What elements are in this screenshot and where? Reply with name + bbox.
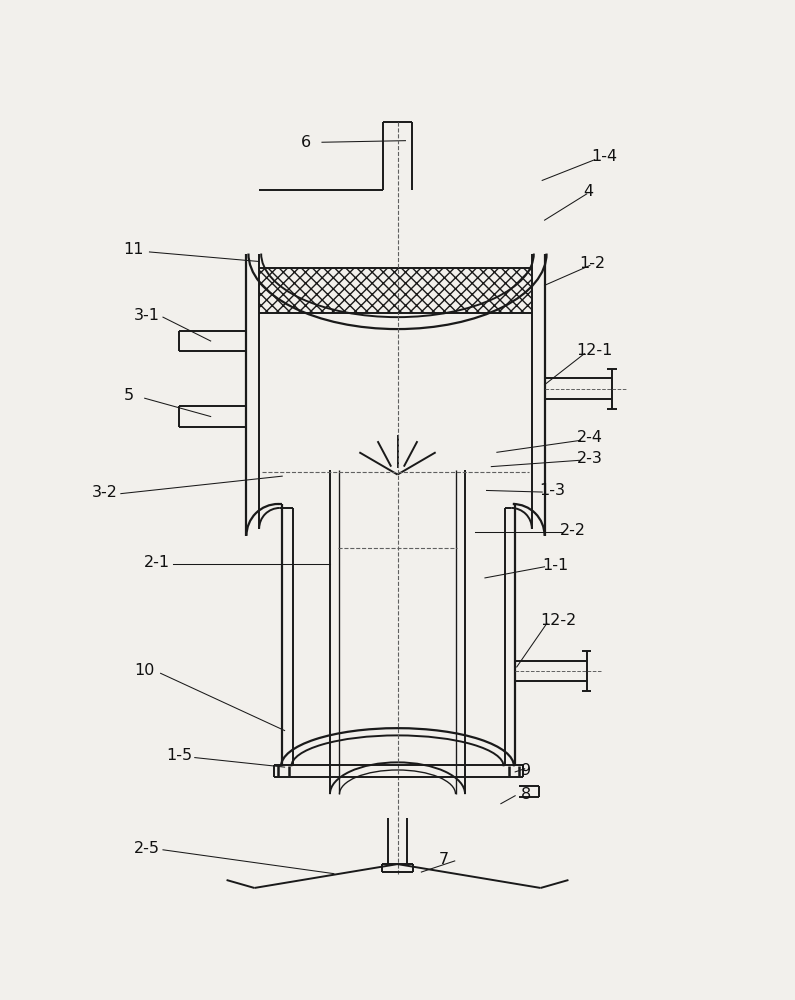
Text: 12-1: 12-1 [576, 343, 613, 358]
Text: 6: 6 [301, 135, 311, 150]
Text: 2-2: 2-2 [560, 523, 585, 538]
Text: 2-1: 2-1 [145, 555, 170, 570]
Text: 2-4: 2-4 [577, 430, 603, 445]
Text: 12-2: 12-2 [540, 613, 576, 628]
Text: 8: 8 [522, 787, 531, 802]
Text: 3-1: 3-1 [134, 308, 160, 323]
Text: 5: 5 [124, 388, 134, 403]
Text: 9: 9 [522, 763, 531, 778]
Bar [259, 268, 532, 313]
Text: 11: 11 [123, 242, 144, 257]
Text: 1-4: 1-4 [591, 149, 617, 164]
Text: 2-3: 2-3 [577, 451, 603, 466]
Text: 10: 10 [134, 663, 155, 678]
Text: 1-5: 1-5 [166, 748, 192, 763]
Text: 1-1: 1-1 [541, 558, 568, 573]
Text: 2-5: 2-5 [134, 841, 160, 856]
Text: 1-2: 1-2 [580, 256, 605, 271]
Text: 7: 7 [439, 852, 448, 867]
Text: 3-2: 3-2 [92, 485, 118, 500]
Text: 1-3: 1-3 [540, 483, 565, 498]
Text: 4: 4 [584, 184, 593, 199]
